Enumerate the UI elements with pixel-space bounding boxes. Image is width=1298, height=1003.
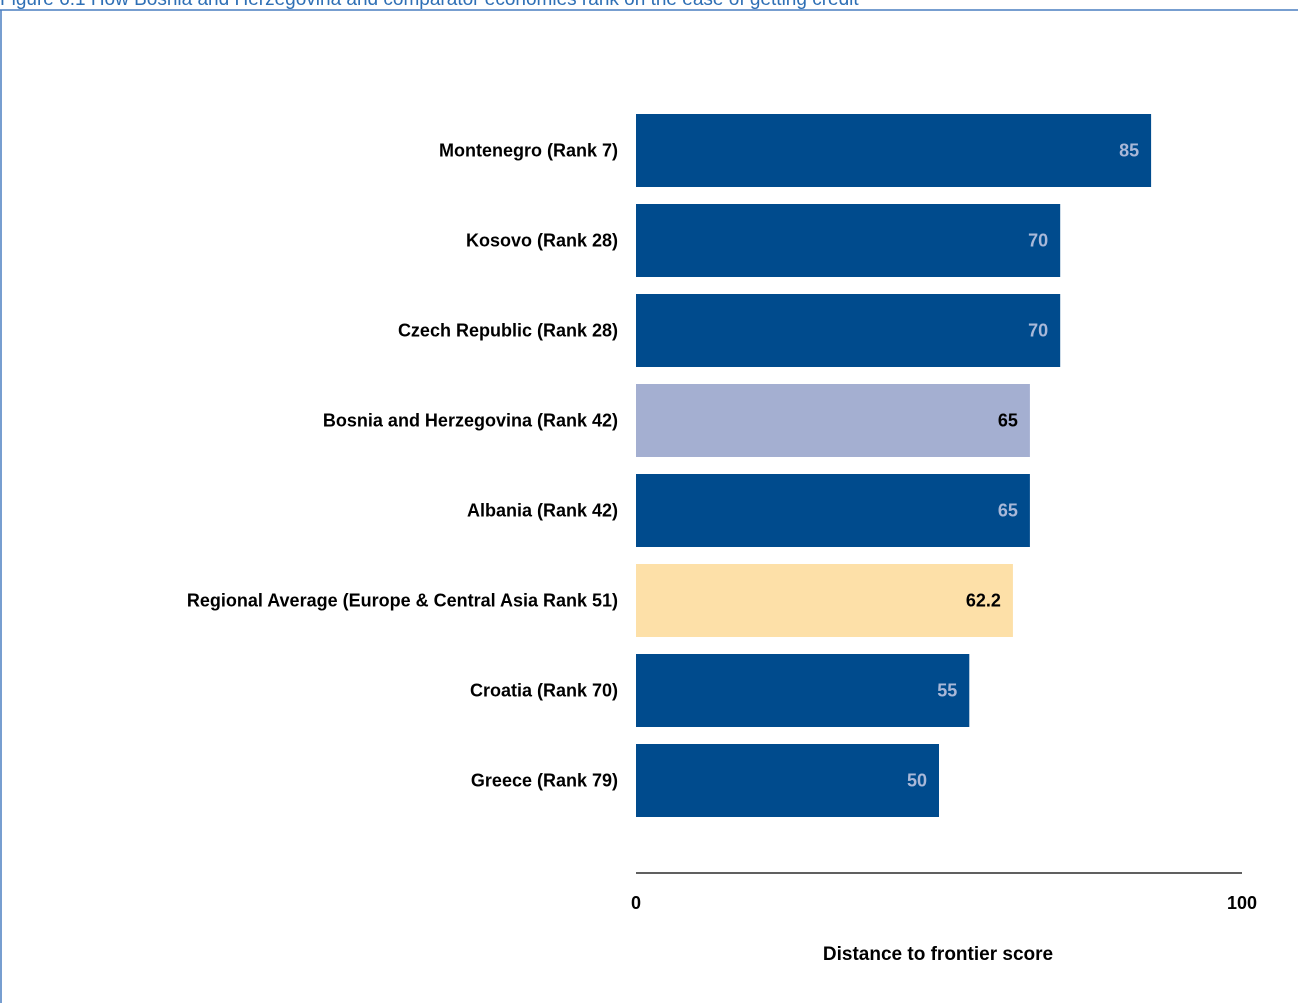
category-label-5: Regional Average (Europe & Central Asia … [187, 591, 618, 611]
value-label-3: 65 [998, 411, 1018, 431]
category-label-1: Kosovo (Rank 28) [466, 231, 618, 251]
value-label-5: 62.2 [966, 591, 1001, 611]
bar-3 [636, 384, 1030, 457]
category-label-2: Czech Republic (Rank 28) [398, 321, 618, 341]
bar-7 [636, 744, 939, 817]
bar-0 [636, 114, 1152, 187]
bar-5 [636, 564, 1013, 637]
category-label-4: Albania (Rank 42) [467, 501, 618, 521]
bar-1 [636, 204, 1061, 277]
x-tick-label-1: 100 [1227, 893, 1257, 913]
bar-2 [636, 294, 1061, 367]
category-label-7: Greece (Rank 79) [471, 771, 618, 791]
value-label-4: 65 [998, 501, 1018, 521]
figure-title: Figure 6.1 How Bosnia and Herzegovina an… [0, 0, 859, 10]
bar-6 [636, 654, 970, 727]
value-label-7: 50 [907, 771, 927, 791]
bars-layer [636, 114, 1152, 817]
category-label-3: Bosnia and Herzegovina (Rank 42) [323, 411, 618, 431]
category-labels: Montenegro (Rank 7) Kosovo (Rank 28) Czech… [187, 141, 618, 791]
x-axis-title: Distance to frontier score [823, 944, 1053, 965]
value-label-2: 70 [1028, 321, 1048, 341]
bar-4 [636, 474, 1030, 547]
value-label-1: 70 [1028, 231, 1048, 251]
value-label-0: 85 [1119, 141, 1139, 161]
category-label-0: Montenegro (Rank 7) [439, 141, 618, 161]
x-tick-label-0: 0 [631, 893, 641, 913]
value-label-6: 55 [937, 681, 957, 701]
x-tick-labels: 0 100 [631, 893, 1257, 913]
category-label-6: Croatia (Rank 70) [470, 681, 618, 701]
value-labels: 85 70 70 65 65 62.2 55 50 [907, 141, 1139, 791]
